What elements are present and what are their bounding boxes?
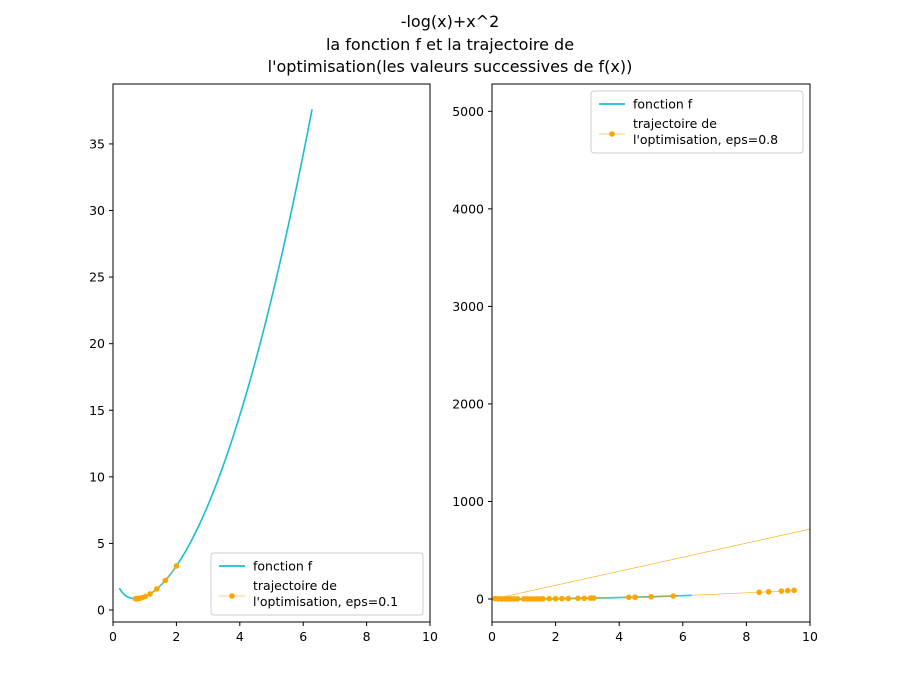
y-tick-label: 4000 xyxy=(452,201,484,216)
x-tick-label: 6 xyxy=(299,629,307,644)
legend-frame xyxy=(590,90,804,154)
legend-function-label: fonction f xyxy=(253,559,313,574)
y-tick-label: 20 xyxy=(89,336,105,351)
legend-trajectory-label: trajectoire de l'optimisation, eps=0.1 xyxy=(253,578,398,609)
trajectory-point xyxy=(552,595,559,602)
trajectory-point xyxy=(559,595,565,602)
legend-trajectory-label: trajectoire de l'optimisation, eps=0.8 xyxy=(633,116,778,147)
x-tick-label: 2 xyxy=(172,629,180,644)
axes-frame xyxy=(491,83,811,623)
x-tick-label: 0 xyxy=(488,629,496,644)
trajectory-point xyxy=(565,595,572,602)
left-subplot: 0 2 4 6 8 10 0 5 10 15 20 25 30 35 fonction f trajectoi… xyxy=(89,83,438,644)
trajectory-point xyxy=(173,563,180,569)
axes-frame xyxy=(112,83,431,623)
figure-title-line-2: la fonction f et la trajectoire de xyxy=(325,35,575,54)
trajectory-point xyxy=(514,596,521,602)
x-tick-label: 10 xyxy=(422,629,438,644)
trajectory-point xyxy=(575,595,581,602)
trajectory-point xyxy=(765,588,772,595)
y-tick-label: 2000 xyxy=(452,396,484,411)
y-tick-label: 25 xyxy=(89,270,105,285)
figure-title-line-3: l'optimisation(les valeurs successives d… xyxy=(267,57,633,76)
y-tick-label: 5000 xyxy=(452,104,484,119)
x-tick-label: 6 xyxy=(679,629,687,644)
legend-function-label: fonction f xyxy=(633,97,693,112)
x-tick-label: 0 xyxy=(109,629,117,644)
legend: fonction f trajectoire de l'optimisation, … xyxy=(210,552,424,616)
legend-trajectory-label-line: l'optimisation, eps=0.8 xyxy=(633,132,778,147)
y-tick-label: 0 xyxy=(476,591,484,606)
trajectory-point xyxy=(540,595,546,602)
trajectory-line xyxy=(135,565,177,600)
y-tick-label: 10 xyxy=(89,469,105,484)
trajectory-point xyxy=(632,594,638,601)
legend: fonction f trajectoire de l'optimisation, … xyxy=(590,90,804,154)
trajectory-point xyxy=(162,577,169,584)
legend-frame xyxy=(210,552,424,616)
figure-title-line-1: -log(x)+x^2 xyxy=(400,12,500,31)
trajectory-point xyxy=(784,587,791,594)
trajectory-point xyxy=(147,591,153,597)
x-tick-label: 4 xyxy=(236,629,244,644)
trajectory-point xyxy=(670,593,677,599)
trajectory-point xyxy=(153,586,160,592)
right-subplot: 0 2 4 6 8 10 0 1000 2000 3000 4000 5000 fonction f tr… xyxy=(452,83,818,644)
y-tick-label: 30 xyxy=(89,203,105,218)
trajectory-point xyxy=(756,589,762,596)
y-tick-label: 3000 xyxy=(452,299,484,314)
trajectory-point xyxy=(132,596,139,602)
trajectory-point xyxy=(648,593,654,600)
y-tick-label: 35 xyxy=(89,136,105,151)
trajectory-point xyxy=(625,594,632,601)
x-tick-label: 8 xyxy=(363,629,371,644)
legend-trajectory-marker xyxy=(229,593,235,599)
x-tick-label: 10 xyxy=(802,629,818,644)
x-tick-label: 4 xyxy=(615,629,623,644)
trajectory-point xyxy=(791,587,797,594)
legend-trajectory-label-line: trajectoire de xyxy=(633,116,717,131)
y-tick-label: 5 xyxy=(97,536,105,551)
trajectory-outlier-line xyxy=(495,528,811,599)
y-tick-label: 0 xyxy=(97,603,105,618)
trajectory-point xyxy=(778,588,785,594)
legend-trajectory-marker xyxy=(609,131,615,137)
x-tick-label: 2 xyxy=(552,629,560,644)
y-tick-label: 1000 xyxy=(452,494,484,509)
trajectory-point xyxy=(546,595,553,602)
trajectory-point xyxy=(581,595,588,602)
x-tick-label: 8 xyxy=(742,629,750,644)
function-curve xyxy=(118,109,313,600)
legend-trajectory-label-line: trajectoire de xyxy=(253,578,337,593)
trajectory-point xyxy=(590,595,597,601)
y-tick-label: 15 xyxy=(89,403,105,418)
legend-trajectory-label-line: l'optimisation, eps=0.1 xyxy=(253,594,398,609)
